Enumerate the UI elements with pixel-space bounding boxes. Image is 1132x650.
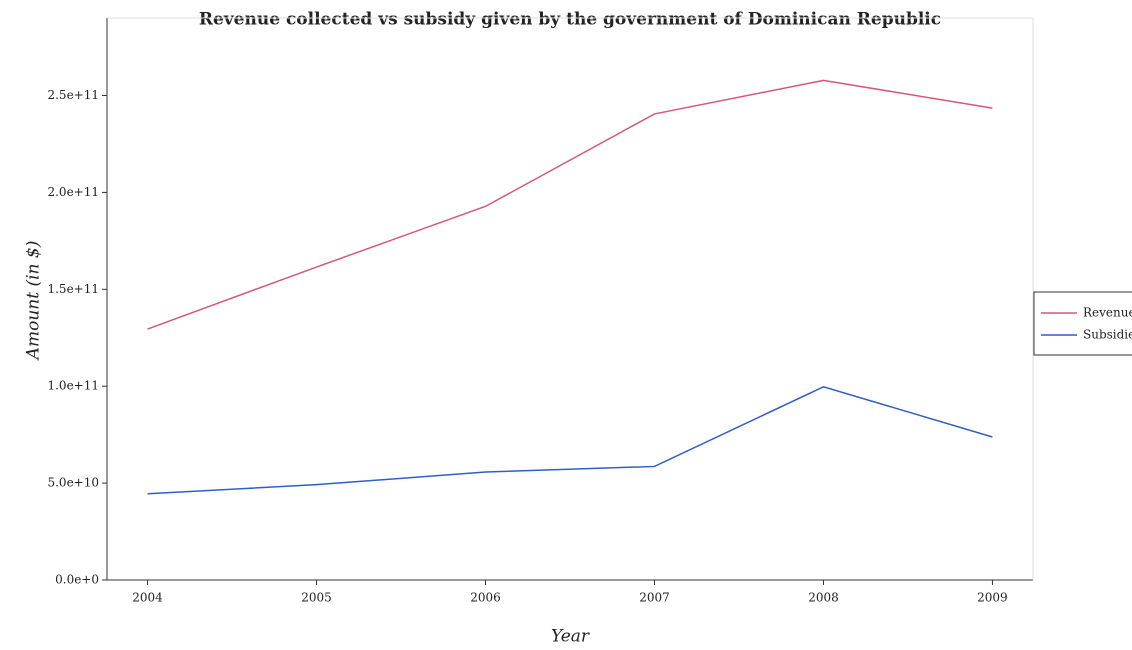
x-tick-label: 2005 [301, 591, 332, 605]
chart-title: Revenue collected vs subsidy given by th… [199, 10, 941, 30]
legend-label: Subsidies [1083, 328, 1132, 342]
y-tick-label: 2.5e+11 [47, 88, 99, 102]
y-tick-label: 1.5e+11 [47, 282, 99, 296]
y-tick-label: 5.0e+10 [47, 476, 99, 490]
y-tick-label: 1.0e+11 [47, 379, 99, 393]
x-tick-label: 2009 [977, 591, 1008, 605]
y-tick-label: 2.0e+11 [47, 185, 99, 199]
x-tick-label: 2007 [639, 591, 670, 605]
legend-box [1033, 291, 1132, 356]
y-axis-label: Amount (in $) [24, 241, 44, 362]
legend-label: Revenue [1083, 306, 1132, 320]
x-tick-label: 2006 [470, 591, 501, 605]
series-line [147, 79, 993, 330]
x-tick-label: 2004 [132, 591, 163, 605]
y-tick-label: 0.0e+0 [55, 573, 99, 587]
series-line [147, 385, 993, 495]
x-axis-label: Year [551, 627, 590, 647]
x-tick-label: 2008 [808, 591, 839, 605]
